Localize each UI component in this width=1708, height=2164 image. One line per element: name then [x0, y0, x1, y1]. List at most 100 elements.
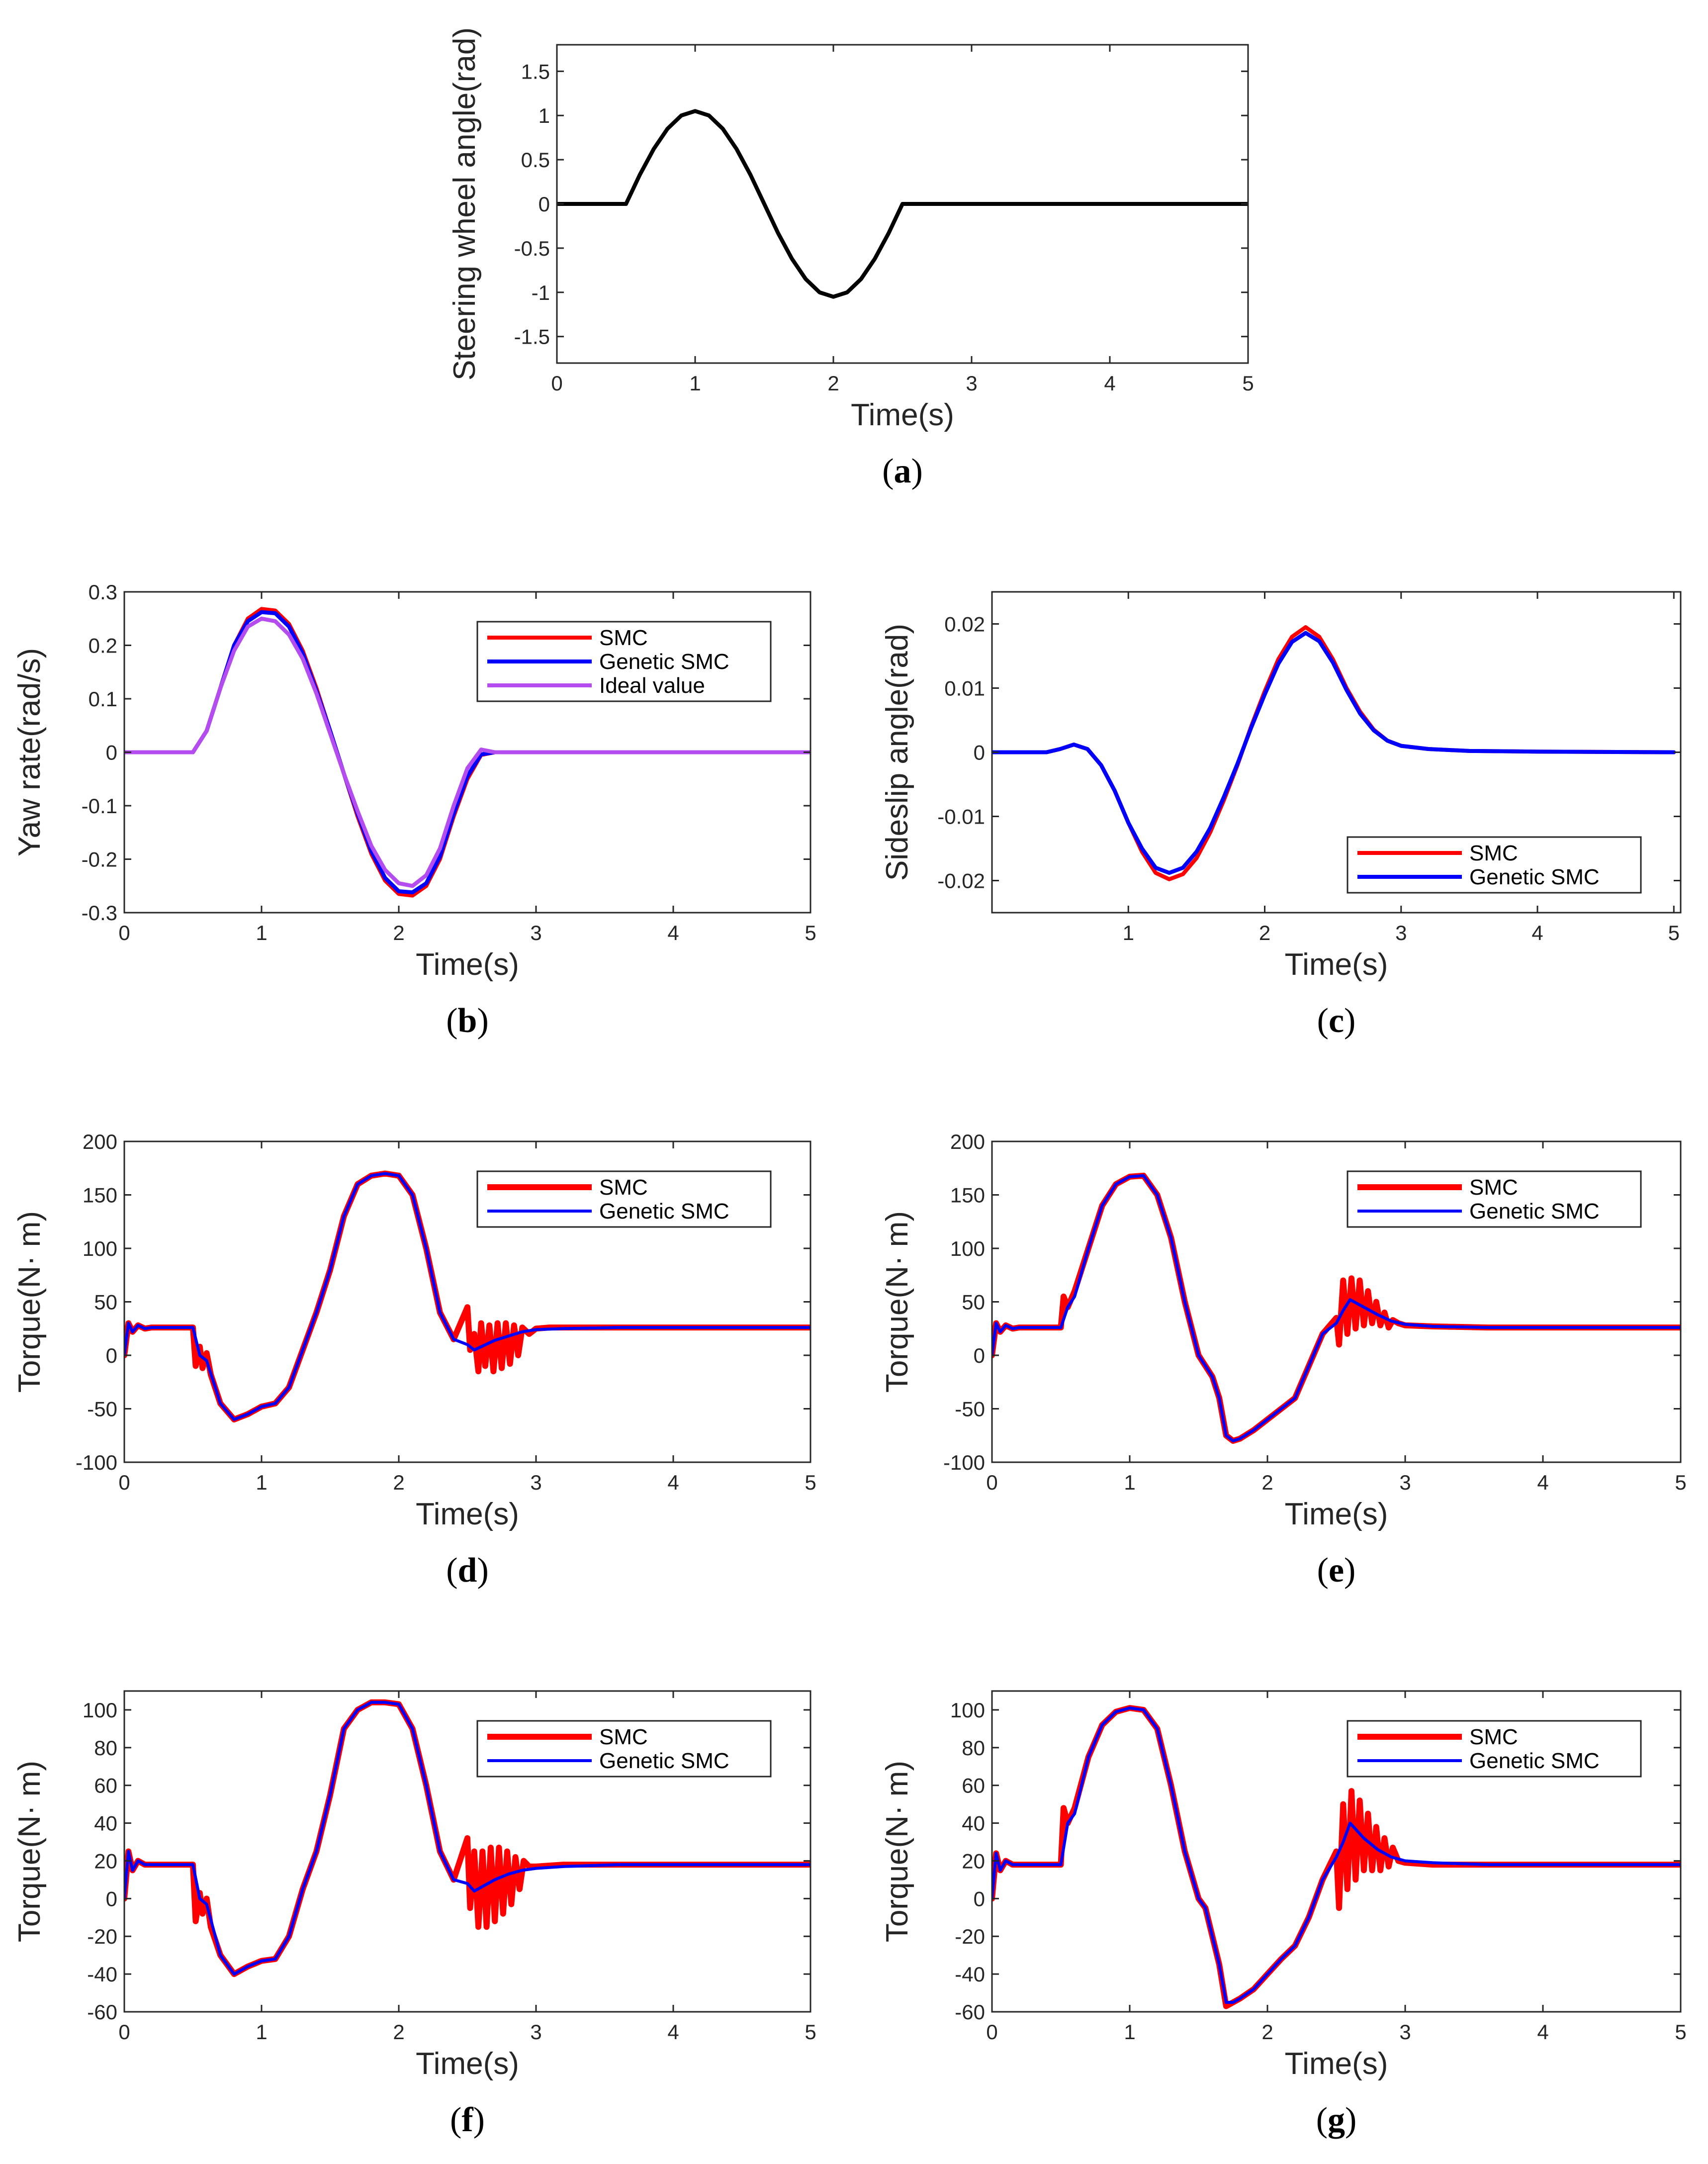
legend-label-smc: SMC: [599, 1175, 648, 1200]
x-axis-label: Time(s): [416, 2047, 519, 2081]
legend-label-genetic-smc: Genetic SMC: [1469, 1199, 1600, 1223]
caption-paren-close: ): [477, 1002, 488, 1040]
y-tick-label: 0.1: [89, 687, 117, 711]
y-axis-label: Torque(N· m): [880, 1761, 914, 1942]
x-tick-label: 1: [689, 372, 701, 395]
y-tick-label: 40: [94, 1812, 117, 1835]
legend-label-genetic-smc: Genetic SMC: [599, 1199, 729, 1223]
panel-caption: (b): [446, 1002, 489, 1040]
x-tick-label: 3: [1399, 2020, 1411, 2044]
series-line-genetic-smc: [124, 1172, 810, 1421]
x-tick-label: 3: [530, 1471, 541, 1494]
caption-paren-open: (: [882, 452, 894, 490]
x-tick-label: 1: [1123, 921, 1134, 944]
x-tick-label: 2: [1261, 2020, 1273, 2044]
y-tick-label: 60: [94, 1774, 117, 1797]
chart-a: 0 1 2 3 4 5 -1.5 -1 -0.5 0 0.5 1 1.5 Time(s) Steering …: [448, 27, 1254, 490]
y-tick-label: 200: [83, 1130, 117, 1153]
x-tick-label: 2: [393, 921, 404, 944]
x-axis-label: Time(s): [1285, 1497, 1388, 1531]
y-tick-label: -1: [532, 281, 550, 304]
x-tick-label: 2: [393, 1471, 404, 1494]
x-axis-label: Time(s): [1285, 2047, 1388, 2081]
x-tick-label: 4: [667, 921, 679, 944]
y-tick-label: -0.1: [82, 794, 117, 818]
x-tick-label: 2: [827, 372, 839, 395]
y-axis-label: Torque(N· m): [12, 1211, 47, 1393]
series-line-genetic-smc: [992, 1706, 1681, 2004]
y-axis-label: Yaw rate(rad/s): [12, 648, 47, 856]
caption-letter: g: [1328, 2101, 1345, 2139]
series-line-genetic-smc: [992, 631, 1676, 875]
y-tick-label: 100: [83, 1698, 117, 1722]
x-tick-label: 1: [1124, 1471, 1135, 1494]
x-tick-label: 5: [805, 1471, 816, 1494]
y-axis-label: Torque(N· m): [12, 1761, 47, 1942]
x-tick-label: 3: [530, 921, 541, 944]
y-tick-label: 0: [106, 741, 117, 764]
y-tick-label: -1.5: [514, 325, 550, 349]
y-tick-label: -60: [955, 2000, 985, 2024]
x-tick-label: 1: [256, 2020, 267, 2044]
y-tick-label: 0: [974, 1887, 985, 1910]
x-tick-label: 5: [1675, 1471, 1686, 1494]
legend-label-smc: SMC: [599, 626, 648, 650]
y-axis-label: Steering wheel angle(rad): [448, 27, 482, 380]
caption-paren-open: (: [446, 1002, 457, 1040]
y-tick-label: -100: [76, 1451, 117, 1474]
y-tick-label: 50: [962, 1291, 985, 1314]
x-tick-label: 4: [667, 2020, 679, 2044]
series-group: [124, 1170, 810, 1422]
caption-letter: f: [461, 2101, 473, 2139]
x-tick-label: 4: [667, 1471, 679, 1494]
chart-c: 1 2 3 4 5 -0.02 -0.01 0 0.01 0.02 Time(s) Sideslip …: [880, 591, 1682, 1040]
x-tick-label: 5: [805, 921, 816, 944]
y-tick-label: 80: [962, 1736, 985, 1760]
y-tick-label: -0.2: [82, 848, 117, 871]
x-tick-label: 1: [256, 921, 267, 944]
legend-label-genetic-smc: Genetic SMC: [1469, 865, 1600, 889]
caption-paren-open: (: [1317, 1002, 1329, 1040]
panel-caption: (g): [1316, 2101, 1357, 2139]
x-tick-label: 0: [118, 921, 130, 944]
y-tick-label: 40: [962, 1812, 985, 1835]
y-tick-label: -60: [87, 2000, 117, 2024]
caption-paren-open: (: [1317, 1551, 1329, 1590]
caption-letter: a: [894, 452, 911, 490]
x-tick-label: 2: [1259, 921, 1270, 944]
y-tick-label: 100: [83, 1237, 117, 1260]
caption-letter: e: [1329, 1551, 1344, 1590]
x-tick-label: 5: [1668, 921, 1680, 944]
series-group: [124, 1699, 810, 1977]
caption-paren-close: ): [1344, 1002, 1355, 1040]
x-tick-label: 5: [1675, 2020, 1686, 2044]
legend-label-smc: SMC: [599, 1725, 648, 1749]
y-tick-label: -50: [955, 1398, 985, 1421]
y-tick-label: 150: [950, 1184, 985, 1207]
y-tick-label: -0.02: [937, 869, 985, 893]
y-tick-label: 1: [539, 104, 550, 127]
y-tick-label: 0: [106, 1887, 117, 1910]
legend-label-smc: SMC: [1469, 1175, 1518, 1200]
caption-letter: d: [458, 1551, 477, 1590]
y-tick-label: 0.01: [944, 677, 985, 700]
chart-e: 0 1 2 3 4 5 -100 -50 0 50 100 150 200 Time(s) Torque(N…: [880, 1130, 1687, 1590]
x-tick-label: 5: [805, 2020, 816, 2044]
legend-label-genetic-smc: Genetic SMC: [1469, 1749, 1600, 1773]
axes-frame: [123, 1690, 811, 2013]
x-tick-label: 3: [530, 2020, 541, 2044]
x-tick-label: 0: [986, 2020, 997, 2044]
caption-paren-close: ): [473, 2101, 485, 2139]
y-tick-label: 200: [950, 1130, 985, 1153]
caption-paren-open: (: [450, 2101, 461, 2139]
y-tick-label: 100: [950, 1237, 985, 1260]
chart-g: 0 1 2 3 4 5 -60 -40 -20 0 20 40 60 80 100 Time(s) Torque…: [880, 1690, 1687, 2139]
caption-letter: b: [458, 1002, 477, 1040]
x-axis-label: Time(s): [416, 947, 519, 982]
y-tick-label: 100: [950, 1698, 985, 1722]
x-tick-label: 3: [1399, 1471, 1411, 1494]
